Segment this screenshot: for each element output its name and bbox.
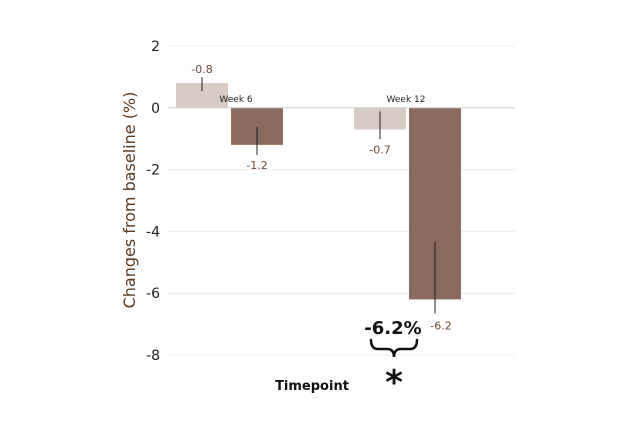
y-tick-label: -4 [146,224,160,240]
y-tick-label: -2 [146,163,160,179]
y-tick-label: -6 [146,286,160,302]
data-label: -0.7 [369,143,390,156]
data-label: -1.2 [246,159,267,172]
y-tick-label: 2 [151,39,160,55]
y-tick-label: -8 [146,348,160,364]
significance-marker: * [385,363,403,403]
annotation-brace [369,338,419,358]
x-axis-label: Timepoint [275,379,349,394]
y-tick-label: 0 [151,101,160,117]
data-label: -0.8 [191,63,212,76]
data-label: -6.2 [430,319,451,332]
category-label: Week 6 [219,95,253,105]
category-label: Week 12 [387,95,426,105]
y-axis-label: Changes from baseline (%) [120,92,139,309]
annotation-text: -6.2% [364,318,421,339]
